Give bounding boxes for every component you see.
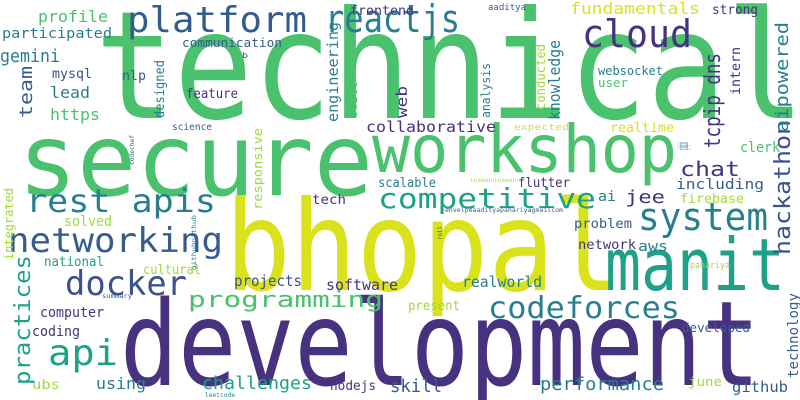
word-ai: ai bbox=[598, 189, 616, 205]
word-secure: secure bbox=[18, 102, 373, 219]
word-clerk: clerk bbox=[740, 140, 781, 156]
word-skill: skill bbox=[390, 376, 442, 397]
word-docker: docker bbox=[65, 264, 187, 304]
word-pahariya: pahariya bbox=[690, 261, 730, 271]
word-chat: chat bbox=[680, 157, 740, 181]
word-frontend: frontend bbox=[350, 4, 414, 19]
word-https: https bbox=[50, 105, 100, 124]
word-competitive: competitive bbox=[378, 182, 596, 215]
word-communication: communication bbox=[182, 36, 282, 50]
word-web: web bbox=[393, 86, 411, 118]
word-collaborative: collaborative bbox=[366, 118, 496, 136]
word-computer: computer bbox=[40, 305, 104, 321]
word-feature: feature bbox=[186, 87, 238, 102]
word-including: including bbox=[676, 177, 764, 193]
word-envelpe-email: envelpeaadityapahariyagmailcom bbox=[445, 207, 563, 214]
word-rest-apis: rest apis bbox=[26, 182, 216, 220]
word-performance: performance bbox=[540, 374, 664, 395]
word-strong: strong bbox=[712, 3, 758, 18]
word-technical: technical bbox=[95, 0, 800, 154]
word-team: team bbox=[16, 66, 37, 118]
word-aaditya: aaditya bbox=[488, 3, 526, 13]
word-manit: manit bbox=[605, 223, 785, 307]
word-national: national bbox=[44, 255, 104, 270]
word-leetcode: leetcode bbox=[205, 392, 235, 399]
word-hackathon: hackathon bbox=[771, 120, 796, 255]
word-technology: technology bbox=[786, 293, 800, 378]
word-api: api bbox=[48, 333, 118, 374]
word-cloud: cloud bbox=[582, 12, 692, 56]
word-lead: lead bbox=[50, 83, 90, 102]
word-participated: participated bbox=[2, 26, 112, 42]
word-codechef: codechef bbox=[129, 135, 136, 165]
word-linkedin: linkedinlinkedin bbox=[470, 178, 518, 184]
word-developed: developed bbox=[682, 321, 750, 335]
word-projects: projects bbox=[234, 272, 302, 290]
word-analysis: analysis bbox=[479, 63, 493, 118]
word-tech: tech bbox=[312, 193, 346, 208]
word-jee: jee bbox=[625, 187, 665, 208]
word-programming: programming bbox=[188, 288, 383, 313]
word-user: user bbox=[598, 76, 628, 90]
word-ubs: ubs bbox=[32, 378, 60, 393]
word-flutter: flutter bbox=[518, 176, 570, 191]
word-firebase: firebase bbox=[680, 192, 744, 207]
word-reactjs: reactjs bbox=[325, 0, 460, 41]
word-present: present bbox=[408, 299, 460, 314]
word-problem: problem bbox=[574, 217, 632, 232]
word-github: github bbox=[732, 378, 788, 396]
word-tcpip-dns-v: tcpip dns bbox=[701, 53, 726, 148]
word-aipowered: aipowered bbox=[772, 22, 793, 132]
word-realworld: realworld bbox=[462, 273, 542, 291]
word-bhopal: bhopal bbox=[225, 175, 620, 320]
word-science: science bbox=[172, 122, 212, 133]
word-intern: intern bbox=[729, 47, 744, 95]
word-profile: profile bbox=[38, 7, 108, 26]
word-knowledge: knowledge bbox=[545, 40, 564, 120]
word-conducted: conducted bbox=[534, 44, 549, 110]
word-expected: expected bbox=[514, 123, 569, 133]
word-workshop: workshop bbox=[372, 111, 677, 188]
word-using: using bbox=[96, 374, 146, 393]
word-codeforces: codeforces bbox=[488, 291, 680, 326]
word-june: june bbox=[688, 375, 722, 389]
word-designed: designed bbox=[153, 60, 168, 118]
word-development: development bbox=[120, 275, 760, 400]
word-engineering: engineering bbox=[324, 22, 342, 122]
word-b: b bbox=[242, 51, 248, 60]
word-aws: aws bbox=[638, 239, 668, 255]
word-githubgithub: githubgithub bbox=[191, 215, 198, 270]
word-scalable: scalable bbox=[378, 176, 436, 191]
word-fundamentals-h: fundamentals bbox=[570, 0, 700, 18]
word-challenges: challenges bbox=[202, 373, 312, 394]
word-built: built bbox=[346, 82, 361, 118]
word-system: system bbox=[638, 195, 768, 239]
word-solved: solved bbox=[64, 214, 112, 230]
word-networking: networking bbox=[8, 221, 223, 261]
word-integrated: integrated bbox=[2, 188, 16, 260]
word-c: githubgithub bbox=[676, 142, 692, 150]
word-practices: practices bbox=[11, 255, 36, 385]
word-realtime: realtime bbox=[610, 121, 674, 136]
word-websocket: websocket bbox=[598, 64, 663, 78]
word-platform: platform bbox=[127, 0, 307, 41]
word-nlp: nlp bbox=[122, 69, 146, 84]
word-coding: coding bbox=[32, 324, 80, 340]
word-mysql: mysql bbox=[52, 67, 92, 82]
word-gemini: gemini bbox=[0, 46, 60, 67]
word-roll: roll bbox=[437, 226, 444, 240]
word-summary: summary bbox=[102, 293, 132, 300]
word-software: software bbox=[326, 276, 398, 294]
word-responsive: responsive bbox=[251, 128, 265, 210]
word-cultural: cultural bbox=[143, 263, 201, 278]
word-nodejs: nodejs bbox=[330, 379, 376, 394]
word-network: network bbox=[578, 238, 636, 253]
